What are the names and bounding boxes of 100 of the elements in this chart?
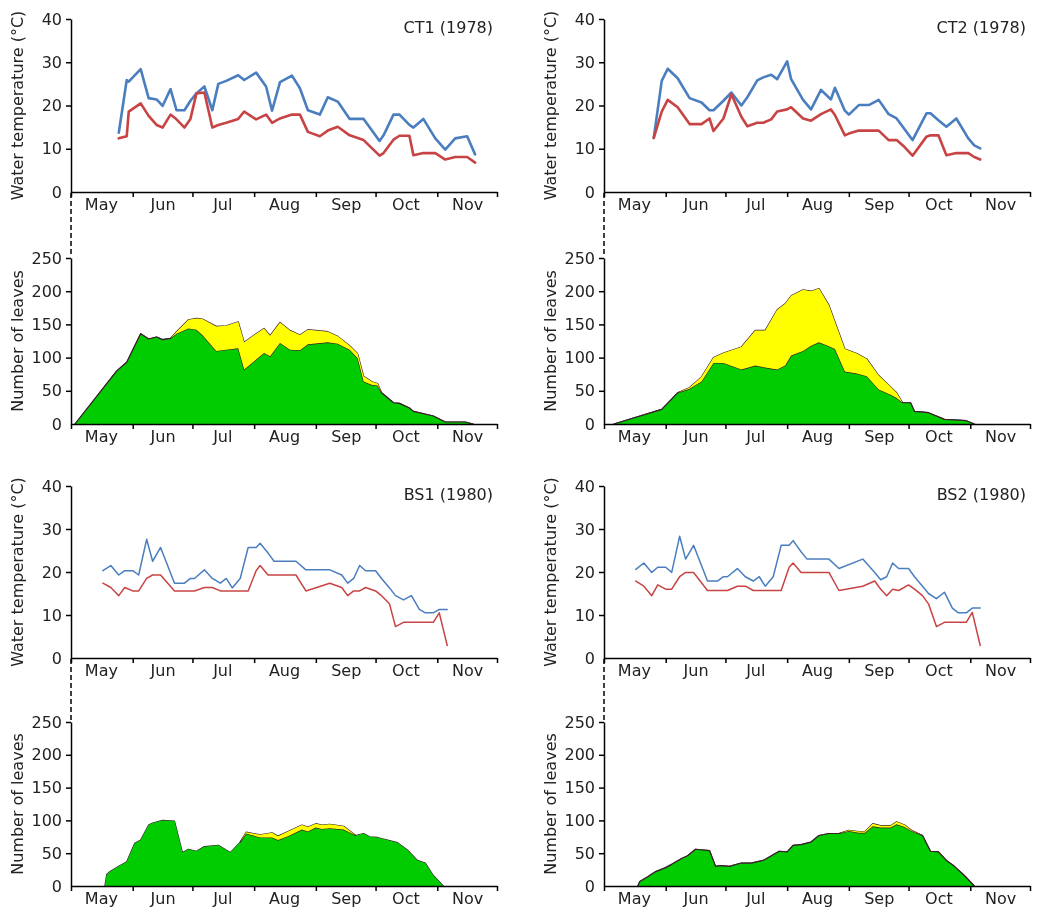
y-axis-title: Water temperature (°C) xyxy=(541,10,560,201)
line-series xyxy=(117,67,477,156)
line-series xyxy=(117,91,477,164)
x-tick-label: Jul xyxy=(212,889,233,909)
y-tick-label: 150 xyxy=(31,315,62,335)
x-tick-label: May xyxy=(617,195,651,215)
y-tick-label: 20 xyxy=(41,562,62,582)
x-tick-label: Sep xyxy=(331,195,362,215)
y-tick-label: 250 xyxy=(564,248,595,268)
y-tick-label: 0 xyxy=(51,182,62,202)
x-tick-label: Jun xyxy=(149,661,176,681)
x-tick-label: Aug xyxy=(801,661,834,681)
x-tick-label: Nov xyxy=(452,195,484,215)
x-tick-label: Oct xyxy=(392,889,420,909)
x-tick-label: Nov xyxy=(452,661,484,681)
y-tick-label: 40 xyxy=(41,476,62,496)
y-tick-label: 100 xyxy=(31,348,62,368)
x-tick-label: May xyxy=(84,195,118,215)
y-tick-label: 0 xyxy=(584,182,595,202)
y-tick-label: 250 xyxy=(31,712,62,732)
y-tick-label: 200 xyxy=(564,281,595,301)
y-tick-label: 50 xyxy=(41,843,62,863)
y-tick-label: 40 xyxy=(41,9,62,29)
line-series xyxy=(635,562,981,647)
x-tick-label: Nov xyxy=(985,889,1017,909)
y-tick-label: 50 xyxy=(574,843,595,863)
y-tick-label: 10 xyxy=(574,605,595,625)
line-series xyxy=(102,564,448,647)
x-tick-label: Jun xyxy=(149,427,176,447)
y-axis-title: Number of leaves xyxy=(8,733,27,875)
y-tick-label: 50 xyxy=(574,381,595,401)
y-tick-label: 200 xyxy=(564,745,595,765)
x-tick-label: May xyxy=(617,661,651,681)
x-tick-label: Nov xyxy=(452,427,484,447)
y-tick-label: 10 xyxy=(574,139,595,159)
x-tick-label: Oct xyxy=(925,661,953,681)
y-axis-title: Water temperature (°C) xyxy=(8,477,27,667)
x-tick-label: Oct xyxy=(392,661,420,681)
x-tick-label: Jul xyxy=(745,661,766,681)
x-tick-label: Oct xyxy=(925,889,953,909)
x-tick-label: Nov xyxy=(985,195,1017,215)
y-tick-label: 200 xyxy=(31,745,62,765)
line-series xyxy=(635,535,981,614)
y-tick-label: 0 xyxy=(584,648,595,668)
y-tick-label: 30 xyxy=(41,52,62,72)
x-tick-label: Nov xyxy=(985,661,1017,681)
y-tick-label: 0 xyxy=(51,414,62,434)
x-tick-label: May xyxy=(617,889,651,909)
x-tick-label: Nov xyxy=(452,889,484,909)
x-tick-label: Sep xyxy=(331,427,362,447)
line-series xyxy=(652,60,982,150)
y-tick-label: 30 xyxy=(574,519,595,539)
y-tick-label: 250 xyxy=(31,248,62,268)
x-tick-label: Jul xyxy=(745,195,766,215)
y-tick-label: 20 xyxy=(41,96,62,116)
x-tick-label: Nov xyxy=(985,427,1017,447)
chart-title: CT1 (1978) xyxy=(403,18,493,37)
x-tick-label: Oct xyxy=(392,427,420,447)
x-tick-label: Jul xyxy=(212,661,233,681)
y-axis-title: Water temperature (°C) xyxy=(541,477,560,667)
x-tick-label: Aug xyxy=(268,195,301,215)
y-tick-label: 200 xyxy=(31,281,62,301)
chart-title: CT2 (1978) xyxy=(936,18,1026,37)
x-tick-label: Jun xyxy=(149,889,176,909)
x-tick-label: Aug xyxy=(268,427,301,447)
y-tick-label: 0 xyxy=(51,648,62,668)
x-tick-label: May xyxy=(84,661,118,681)
chart-title: BS1 (1980) xyxy=(403,485,493,504)
x-tick-label: Sep xyxy=(864,195,895,215)
x-tick-label: Oct xyxy=(392,195,420,215)
y-tick-label: 100 xyxy=(564,348,595,368)
y-axis-title: Number of leaves xyxy=(541,733,560,875)
y-axis-title: Water temperature (°C) xyxy=(8,10,27,201)
x-tick-label: Aug xyxy=(268,661,301,681)
y-tick-label: 100 xyxy=(31,811,62,831)
y-tick-label: 50 xyxy=(41,381,62,401)
chart-title: BS2 (1980) xyxy=(936,485,1026,504)
x-tick-label: Sep xyxy=(331,889,362,909)
x-tick-label: Jul xyxy=(212,195,233,215)
line-series xyxy=(652,92,982,161)
x-tick-label: Jul xyxy=(212,427,233,447)
x-tick-label: Jun xyxy=(682,661,709,681)
x-tick-label: Jun xyxy=(682,889,709,909)
x-tick-label: Aug xyxy=(801,195,834,215)
y-tick-label: 40 xyxy=(574,476,595,496)
x-tick-label: Aug xyxy=(268,889,301,909)
y-tick-label: 40 xyxy=(574,9,595,29)
y-tick-label: 10 xyxy=(41,139,62,159)
x-tick-label: Sep xyxy=(864,661,895,681)
x-tick-label: May xyxy=(84,427,118,447)
y-tick-label: 10 xyxy=(41,605,62,625)
y-tick-label: 150 xyxy=(564,315,595,335)
y-tick-label: 150 xyxy=(31,778,62,798)
y-tick-label: 20 xyxy=(574,96,595,116)
y-tick-label: 0 xyxy=(584,876,595,896)
x-tick-label: Sep xyxy=(864,427,895,447)
x-tick-label: Jun xyxy=(682,427,709,447)
x-tick-label: May xyxy=(84,889,118,909)
x-tick-label: Aug xyxy=(801,889,834,909)
y-axis-title: Number of leaves xyxy=(8,270,27,412)
